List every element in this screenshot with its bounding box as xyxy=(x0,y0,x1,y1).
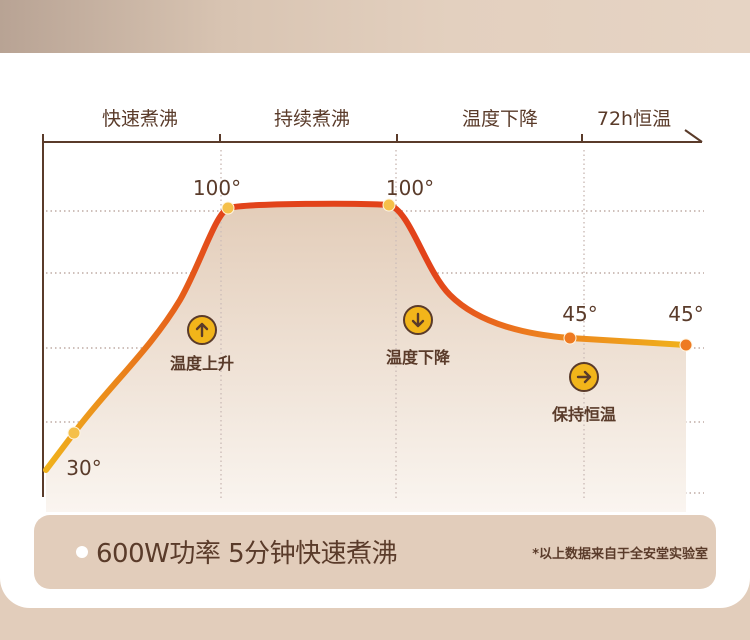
phase-label-1: 快速煮沸 xyxy=(101,108,179,130)
top-banner-image xyxy=(0,0,750,53)
data-point xyxy=(382,198,396,212)
data-source-note: *以上数据来自于全安堂实验室 xyxy=(532,547,708,562)
data-point xyxy=(67,426,81,440)
arrow-down-icon xyxy=(403,305,433,335)
data-point xyxy=(221,201,235,215)
point-label: 100° xyxy=(385,176,435,200)
phase-label-4: 72h恒温 xyxy=(596,108,672,130)
arrow-up-icon xyxy=(187,315,217,345)
data-markers xyxy=(67,198,693,440)
area-fill xyxy=(46,203,686,512)
point-label: 45° xyxy=(562,302,598,326)
point-label: 45° xyxy=(668,302,704,326)
summary-box: 600W功率 5分钟快速煮沸 *以上数据来自于全安堂实验室 xyxy=(34,515,716,589)
annotation-hold: 保持恒温 xyxy=(551,405,617,424)
point-label: 100° xyxy=(192,176,242,200)
data-point xyxy=(563,331,577,345)
axis-arrowhead xyxy=(684,129,703,143)
arrow-right-icon xyxy=(569,362,599,392)
bullet-dot xyxy=(76,546,88,558)
axes xyxy=(42,129,703,497)
temperature-line xyxy=(43,200,689,473)
point-label: 30° xyxy=(66,456,102,480)
annotation-drop: 温度下降 xyxy=(385,348,451,367)
annotation-rise: 温度上升 xyxy=(169,354,235,373)
data-point xyxy=(679,338,693,352)
phase-label-3: 温度下降 xyxy=(461,108,539,130)
phase-label-2: 持续煮沸 xyxy=(273,108,351,130)
summary-headline: 600W功率 5分钟快速煮沸 xyxy=(96,539,398,569)
